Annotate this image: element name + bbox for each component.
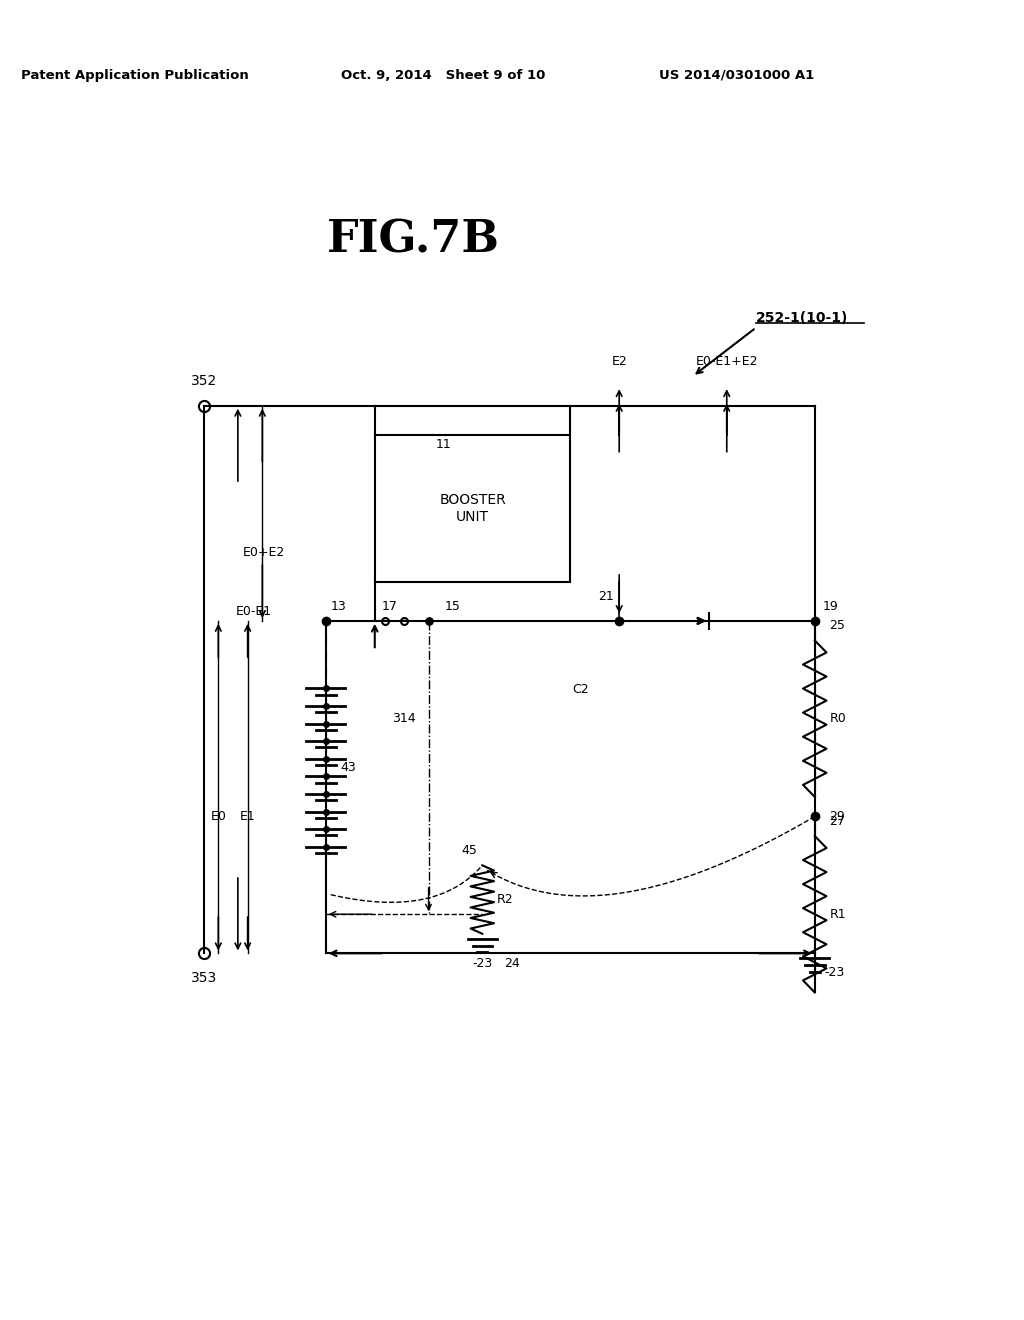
Text: Oct. 9, 2014   Sheet 9 of 10: Oct. 9, 2014 Sheet 9 of 10 — [341, 69, 546, 82]
Text: E0+E2: E0+E2 — [243, 546, 285, 558]
Text: E0-E1+E2: E0-E1+E2 — [695, 355, 758, 368]
Text: R2: R2 — [497, 894, 514, 906]
Text: 314: 314 — [392, 713, 416, 725]
Text: US 2014/0301000 A1: US 2014/0301000 A1 — [658, 69, 814, 82]
Text: C2: C2 — [571, 682, 589, 696]
Text: 13: 13 — [331, 599, 346, 612]
FancyBboxPatch shape — [375, 436, 570, 582]
Text: 43: 43 — [341, 762, 356, 774]
Text: E0: E0 — [210, 810, 226, 822]
Text: R1: R1 — [829, 908, 846, 921]
Text: FIG.7B: FIG.7B — [328, 218, 501, 261]
Text: 24: 24 — [504, 957, 519, 970]
Text: 19: 19 — [822, 599, 839, 612]
Text: 29: 29 — [829, 810, 845, 822]
Text: 15: 15 — [445, 599, 461, 612]
Text: BOOSTER
UNIT: BOOSTER UNIT — [439, 494, 506, 524]
Text: 27: 27 — [829, 814, 845, 828]
Text: 21: 21 — [599, 590, 614, 603]
Text: 252-1(10-1): 252-1(10-1) — [756, 310, 849, 325]
Text: 352: 352 — [190, 375, 217, 388]
Text: 17: 17 — [382, 599, 397, 612]
Text: E0-E1: E0-E1 — [236, 605, 272, 618]
Text: E1: E1 — [240, 810, 256, 822]
Text: Patent Application Publication: Patent Application Publication — [22, 69, 249, 82]
Text: R0: R0 — [829, 713, 846, 725]
Text: 11: 11 — [435, 438, 452, 451]
Text: -23: -23 — [472, 957, 493, 970]
Text: 353: 353 — [190, 970, 217, 985]
Text: E2: E2 — [611, 355, 627, 368]
Text: 45: 45 — [462, 845, 477, 857]
Text: -23: -23 — [824, 966, 845, 979]
Text: 25: 25 — [829, 619, 845, 632]
